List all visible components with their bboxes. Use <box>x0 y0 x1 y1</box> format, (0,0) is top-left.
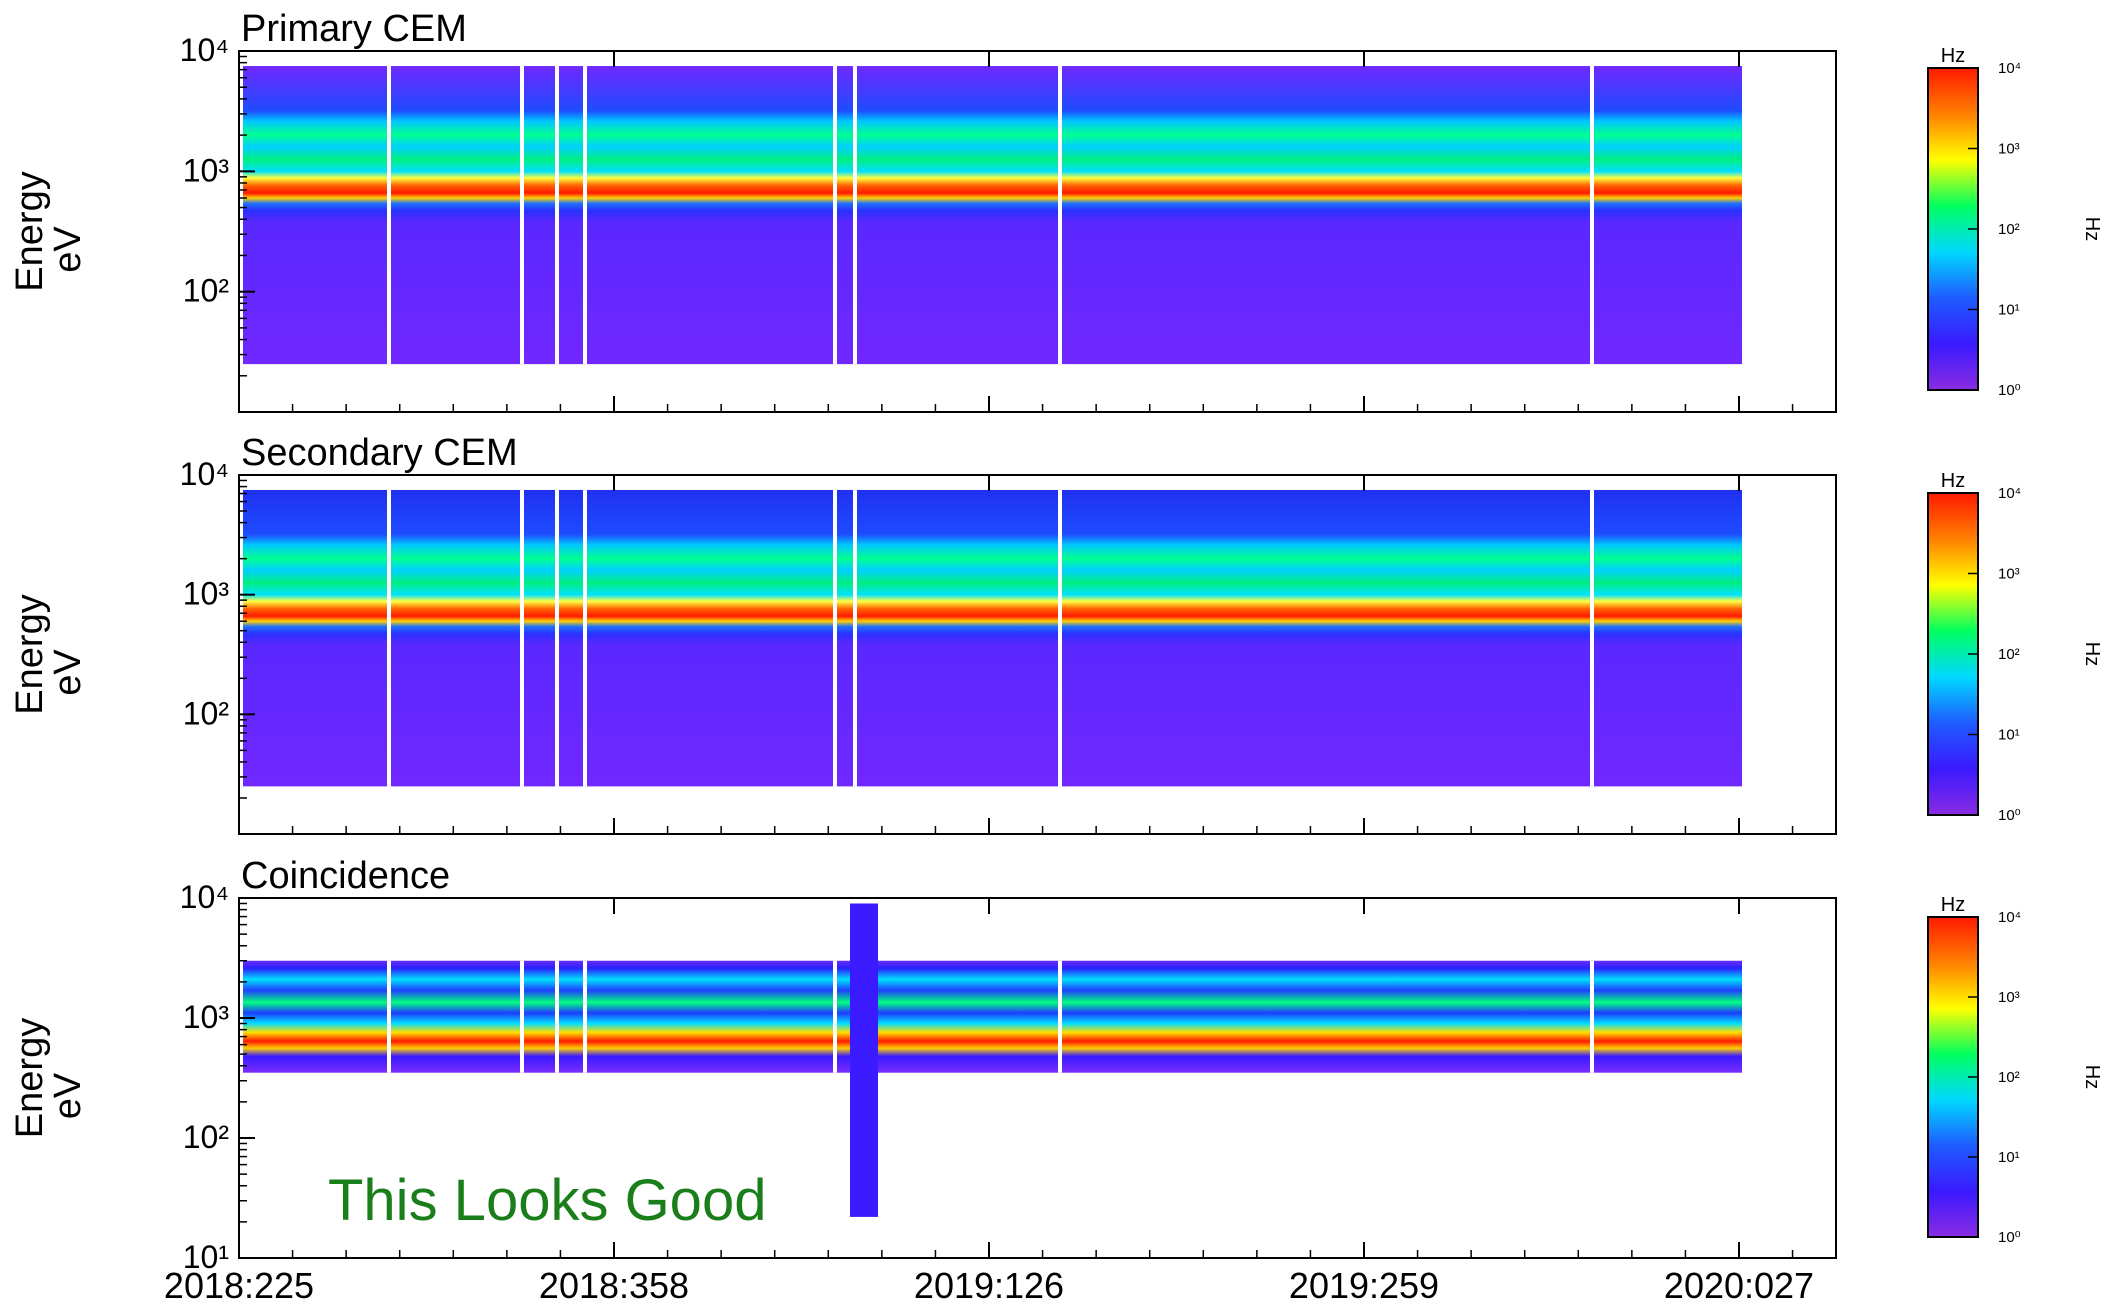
y-tick-label: 10² <box>183 1119 230 1155</box>
data-gap <box>853 489 857 787</box>
data-gap <box>1590 960 1594 1073</box>
colorbar-tick-label: 10¹ <box>1998 302 2020 319</box>
y-axis-label: Energy <box>9 171 51 291</box>
data-gap <box>1590 489 1594 787</box>
spectrogram <box>243 66 1742 365</box>
data-gap <box>833 960 837 1073</box>
colorbar-label: Hz <box>1941 894 1965 916</box>
colorbar-tick-label: 10¹ <box>1998 1149 2020 1166</box>
y-axis-unit: eV <box>47 1072 89 1119</box>
annotation: This Looks Good <box>328 1168 766 1233</box>
data-gap <box>583 489 587 787</box>
data-gap <box>853 66 857 365</box>
colorbar-side-label: Hz <box>2081 1065 2103 1089</box>
data-gap <box>555 489 559 787</box>
colorbar-tick-label: 10² <box>1998 1069 2020 1086</box>
data-gap <box>583 960 587 1073</box>
data-gap <box>1058 960 1062 1073</box>
spectrogram <box>243 960 1742 1073</box>
x-tick-label: 2019:259 <box>1289 1265 1439 1305</box>
panel-title: Coincidence <box>241 855 450 897</box>
data-gap <box>520 960 524 1073</box>
data-gap <box>555 66 559 365</box>
y-tick-label: 10⁴ <box>180 879 229 915</box>
colorbar-tick-label: 10⁰ <box>1998 382 2021 399</box>
data-gap <box>583 66 587 365</box>
y-axis-unit: eV <box>47 226 89 273</box>
plot-frame <box>238 474 1837 835</box>
x-tick-label: 2018:225 <box>164 1265 314 1305</box>
colorbar-tick-label: 10⁴ <box>1998 60 2021 77</box>
y-axis-label: Energy <box>9 1018 51 1138</box>
y-axis-label: Energy <box>9 594 51 714</box>
colorbar-tick-label: 10³ <box>1998 989 2020 1006</box>
data-gap <box>1058 66 1062 365</box>
data-gap <box>1590 66 1594 365</box>
panel-title: Primary CEM <box>241 8 467 50</box>
colorbar-side-label: Hz <box>2081 642 2103 666</box>
colorbar-label: Hz <box>1941 45 1965 67</box>
data-gap <box>833 66 837 365</box>
colorbar-side-label: Hz <box>2081 217 2103 241</box>
colorbar-tick-label: 10⁰ <box>1998 807 2021 824</box>
x-tick-label: 2020:027 <box>1664 1265 1814 1305</box>
data-gap <box>520 489 524 787</box>
data-gap <box>387 489 391 787</box>
colorbar-tick-label: 10³ <box>1998 141 2020 158</box>
spectrogram-spike <box>850 903 878 1217</box>
spectrogram <box>243 489 1742 787</box>
colorbar-tick-label: 10⁰ <box>1998 1229 2021 1246</box>
y-tick-label: 10³ <box>183 152 230 188</box>
y-tick-label: 10⁴ <box>180 32 229 68</box>
y-tick-label: 10² <box>183 273 230 309</box>
y-tick-label: 10³ <box>183 999 230 1035</box>
x-tick-label: 2018:358 <box>539 1265 689 1305</box>
colorbar-tick-label: 10¹ <box>1998 727 2020 744</box>
y-tick-label: 10¹ <box>183 1239 229 1275</box>
data-gap <box>1058 489 1062 787</box>
data-gap <box>520 66 524 365</box>
colorbar-tick-label: 10³ <box>1998 566 2020 583</box>
colorbar-tick-label: 10⁴ <box>1998 485 2021 502</box>
data-gap <box>833 489 837 787</box>
data-gap <box>387 66 391 365</box>
colorbar-tick-label: 10² <box>1998 221 2020 238</box>
colorbar-tick-label: 10² <box>1998 646 2020 663</box>
data-gap <box>555 960 559 1073</box>
x-tick-label: 2019:126 <box>914 1265 1064 1305</box>
y-tick-label: 10⁴ <box>180 456 229 492</box>
panel-title: Secondary CEM <box>241 432 518 474</box>
y-axis-unit: eV <box>47 649 89 696</box>
y-tick-label: 10³ <box>183 576 230 612</box>
y-tick-label: 10² <box>183 695 230 731</box>
colorbar-label: Hz <box>1941 470 1965 492</box>
data-gap <box>387 960 391 1073</box>
plot-frame <box>238 50 1837 413</box>
colorbar-tick-label: 10⁴ <box>1998 909 2021 926</box>
plot-frame <box>238 897 1837 1259</box>
